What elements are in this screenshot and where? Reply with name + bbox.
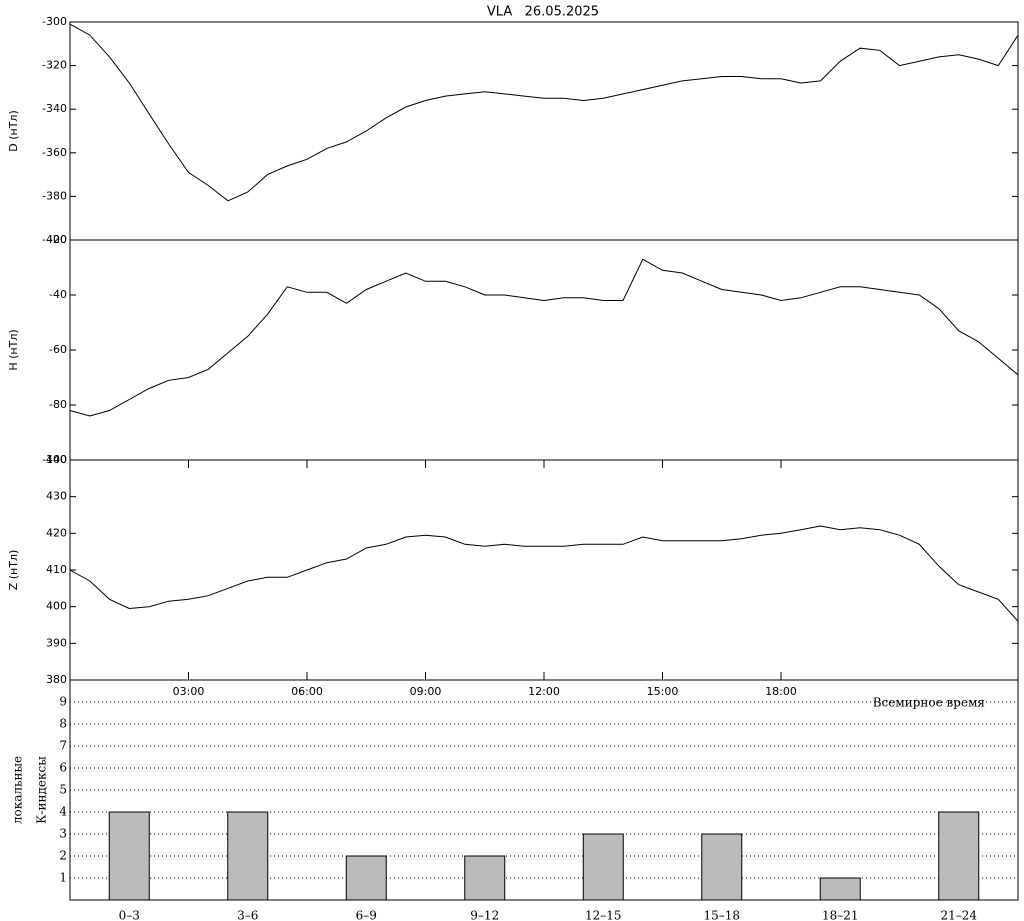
bar [938, 811, 980, 901]
bar [701, 833, 743, 901]
data-line [69, 258, 1019, 417]
y-axis-label: К-индексы [35, 756, 49, 824]
y-tick-label: 400 [46, 600, 67, 613]
y-tick-label: 420 [46, 526, 67, 539]
y-tick-label: -60 [49, 343, 67, 356]
y-tick-label: -320 [42, 59, 67, 72]
x-tick-label: 03:00 [173, 685, 205, 698]
x-tick-label: 06:00 [291, 685, 323, 698]
y-tick-label: -300 [42, 15, 67, 28]
y-axis-label: H (нТл) [7, 329, 20, 370]
y-tick-label: 390 [46, 636, 67, 649]
y-axis-label: Z (нТл) [7, 550, 20, 591]
x-tick-label: 18–21 [822, 909, 859, 921]
y-tick-label: -380 [42, 189, 67, 202]
y-tick-label: 410 [46, 563, 67, 576]
x-tick-label: 12–15 [585, 909, 622, 921]
x-axis-label: Всемирное время [873, 696, 985, 710]
chart-title: VLA 26.05.2025 [487, 5, 599, 20]
y-tick-label: -80 [49, 398, 67, 411]
y-tick-label: 1 [59, 871, 67, 885]
y-tick-label: -360 [42, 146, 67, 159]
y-tick-label: 4 [59, 805, 67, 819]
y-tick-label: -20 [49, 233, 67, 246]
plot-frame [69, 679, 1019, 901]
x-tick-label: 15–18 [703, 909, 740, 921]
bar [582, 833, 624, 901]
y-tick-label: 9 [59, 695, 67, 709]
y-tick-label: 440 [46, 453, 67, 466]
bar [227, 811, 269, 901]
data-line [69, 525, 1019, 622]
y-tick-label: 430 [46, 490, 67, 503]
x-tick-label: 3–6 [237, 909, 258, 921]
bar [464, 855, 506, 901]
data-line [69, 23, 1019, 202]
bar [345, 855, 387, 901]
y-tick-label: 7 [59, 739, 67, 753]
y-tick-label: 380 [46, 673, 67, 686]
y-tick-label: 8 [59, 717, 67, 731]
y-tick-label: 3 [59, 827, 67, 841]
y-tick-label: -340 [42, 102, 67, 115]
bar [819, 877, 861, 901]
x-tick-label: 09:00 [410, 685, 442, 698]
y-tick-label: -40 [49, 288, 67, 301]
y-tick-label: -400 [42, 233, 67, 246]
x-tick-label: 0–3 [119, 909, 140, 921]
x-tick-label: 9–12 [470, 909, 499, 921]
y-tick-label: 6 [59, 761, 67, 775]
plot-frame [69, 21, 1019, 241]
x-tick-label: 15:00 [647, 685, 679, 698]
x-tick-label: 6–9 [356, 909, 377, 921]
y-axis-label: локальные [11, 756, 25, 824]
plot-frame [69, 459, 1019, 681]
y-axis-label: D (нТл) [7, 110, 20, 152]
x-tick-label: 18:00 [765, 685, 797, 698]
plot-frame [69, 239, 1019, 461]
x-tick-label: 21–24 [940, 909, 977, 921]
y-tick-label: -100 [42, 453, 67, 466]
x-tick-label: 12:00 [528, 685, 560, 698]
bar [108, 811, 150, 901]
y-tick-label: 5 [59, 783, 67, 797]
y-tick-label: 2 [59, 849, 67, 863]
